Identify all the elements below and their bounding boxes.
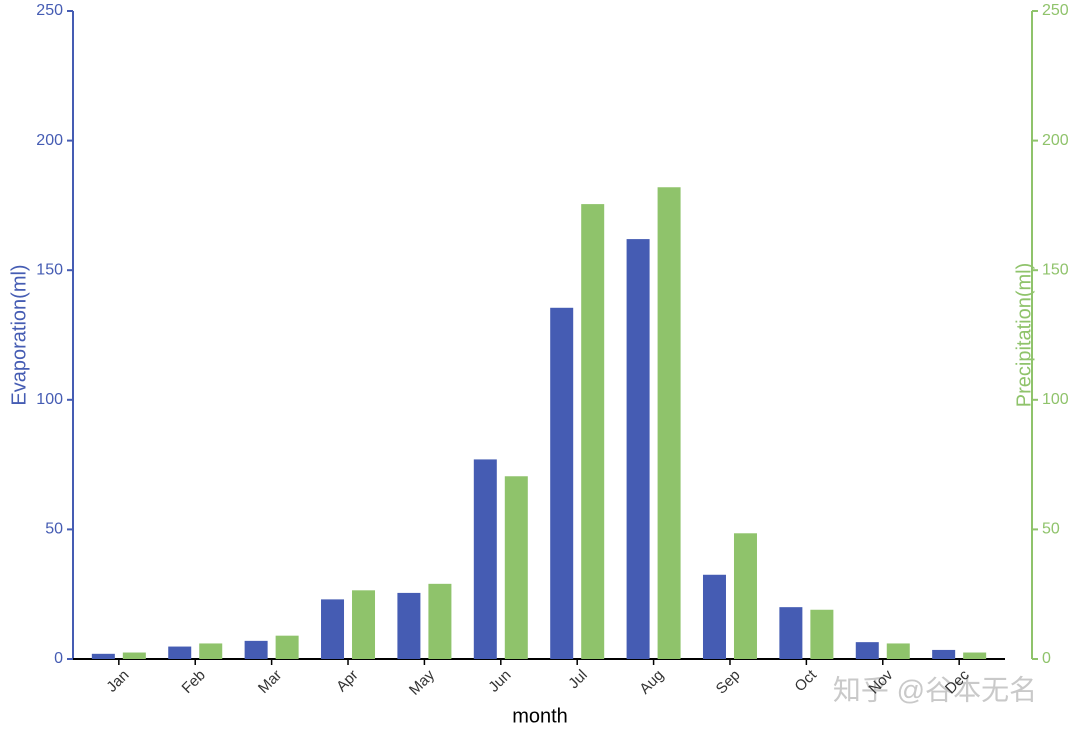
bar [626, 239, 650, 659]
y-tick-label: 150 [36, 261, 63, 278]
y2-tick-label: 50 [1042, 521, 1060, 538]
x-tick-label: Feb [179, 667, 209, 697]
bar [810, 609, 834, 659]
bar [352, 590, 376, 659]
y-tick-label: 0 [54, 650, 63, 667]
bar [886, 643, 910, 659]
x-tick-label: Jul [565, 667, 591, 693]
bar [657, 187, 681, 660]
x-axis-title: month [512, 705, 568, 727]
bar [91, 653, 115, 659]
y-tick-label: 250 [36, 2, 63, 19]
y-axis-title: Evaporation(ml) [8, 264, 30, 405]
bar [122, 652, 146, 659]
bar [733, 533, 757, 659]
y2-tick-label: 0 [1042, 650, 1051, 667]
y2-tick-label: 100 [1042, 391, 1069, 408]
bar [321, 599, 345, 659]
y-tick-label: 200 [36, 132, 63, 149]
bar [702, 574, 726, 659]
bar [855, 642, 879, 659]
bar [779, 607, 803, 659]
bar [397, 592, 421, 659]
x-tick-label: Aug [636, 667, 667, 698]
x-tick-label: Apr [333, 667, 362, 696]
bar [275, 635, 299, 659]
bar [199, 643, 223, 659]
bar [963, 652, 987, 659]
bar [504, 476, 528, 659]
bar [168, 646, 192, 659]
x-tick-label: Oct [791, 666, 820, 695]
x-tick-label: Sep [713, 667, 744, 698]
bar [428, 583, 452, 659]
y2-axis-title: Precipitation(ml) [1013, 263, 1035, 407]
bar [244, 640, 268, 659]
y-tick-label: 100 [36, 391, 63, 408]
y2-tick-label: 150 [1042, 261, 1069, 278]
bar [581, 204, 605, 659]
x-tick-label: Jun [485, 667, 514, 696]
bar [550, 307, 574, 659]
watermark: 知乎 @谷本无名 [833, 674, 1037, 705]
bar [932, 649, 956, 659]
y2-tick-label: 200 [1042, 132, 1069, 149]
x-tick-label: Mar [255, 667, 285, 697]
y-tick-label: 50 [45, 521, 63, 538]
x-tick-label: May [406, 666, 438, 698]
y2-tick-label: 250 [1042, 2, 1069, 19]
x-tick-label: Jan [103, 667, 132, 696]
bar [473, 459, 497, 659]
